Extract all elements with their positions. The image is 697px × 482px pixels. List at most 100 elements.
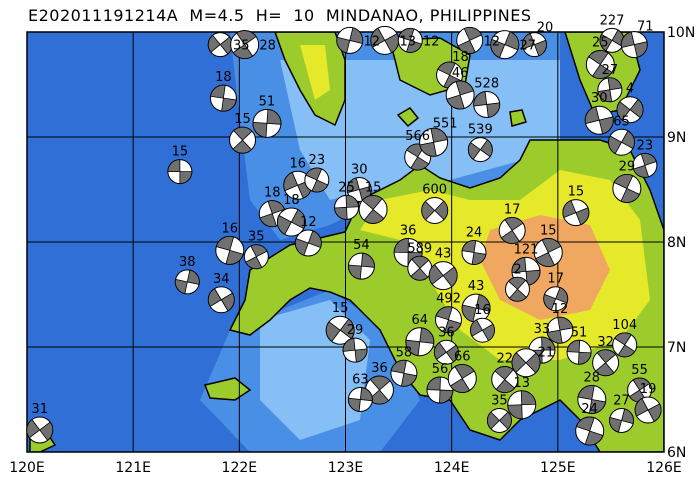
beachball[interactable] (456, 26, 484, 54)
beachball[interactable] (421, 197, 449, 224)
compressional-quadrant (599, 33, 613, 52)
compressional-quadrant (608, 135, 623, 155)
beachball[interactable] (504, 276, 530, 302)
compressional-quadrant (555, 286, 569, 304)
beachball[interactable] (592, 349, 620, 377)
compressional-quadrant (369, 375, 391, 391)
compressional-quadrant (430, 127, 448, 143)
depth-label: 600 (422, 183, 447, 198)
beachball[interactable] (616, 96, 644, 124)
beachball[interactable] (347, 387, 373, 412)
compressional-quadrant (614, 332, 632, 346)
beachball[interactable] (334, 194, 360, 220)
beachball[interactable] (575, 416, 605, 446)
compressional-quadrant (207, 34, 221, 53)
beachball[interactable] (597, 77, 623, 103)
beachball[interactable] (608, 128, 636, 156)
depth-label: 227 (600, 13, 625, 28)
compressional-quadrant (508, 276, 527, 290)
beachball[interactable] (397, 27, 423, 53)
beachball[interactable] (419, 127, 449, 157)
compressional-quadrant (349, 27, 364, 45)
beachball[interactable] (405, 327, 435, 357)
compressional-quadrant (411, 255, 430, 269)
lon-label: 123E (328, 460, 364, 476)
beachball[interactable] (336, 26, 364, 54)
beachball[interactable] (167, 159, 193, 185)
compressional-quadrant (167, 159, 181, 173)
depth-label: 21 (538, 345, 555, 360)
beachball[interactable] (304, 167, 330, 193)
beachball[interactable] (461, 293, 491, 323)
beachball[interactable] (342, 337, 368, 363)
compressional-quadrant (434, 200, 449, 221)
beachball[interactable] (207, 32, 233, 58)
compressional-quadrant (577, 385, 595, 400)
depth-label: 32 (597, 335, 614, 350)
beachball[interactable] (370, 25, 400, 55)
beachball[interactable] (243, 244, 269, 270)
beachball[interactable] (207, 286, 235, 314)
beachball[interactable] (347, 252, 375, 280)
beachball[interactable] (585, 50, 615, 80)
beachball[interactable] (473, 90, 501, 118)
beachball[interactable] (562, 199, 590, 227)
beachball[interactable] (546, 316, 574, 344)
beachball[interactable] (634, 396, 662, 424)
beachball[interactable] (584, 105, 614, 135)
beachball[interactable] (511, 348, 541, 378)
beachball[interactable] (469, 317, 495, 343)
compressional-quadrant (266, 108, 282, 125)
beachball[interactable] (358, 194, 388, 224)
beachball[interactable] (390, 359, 418, 387)
beachball[interactable] (612, 332, 638, 358)
beachball[interactable] (447, 364, 477, 393)
beachball[interactable] (467, 137, 493, 163)
beachball[interactable] (426, 376, 454, 404)
beachball[interactable] (294, 229, 322, 257)
compressional-quadrant (463, 27, 483, 41)
beachball[interactable] (229, 126, 257, 154)
compressional-quadrant (607, 77, 623, 91)
beachball[interactable] (174, 269, 200, 295)
beachball[interactable] (620, 31, 648, 59)
beachball[interactable] (533, 238, 563, 267)
compressional-quadrant (498, 411, 512, 430)
beachball[interactable] (26, 416, 54, 444)
beachball[interactable] (434, 306, 462, 334)
beachball[interactable] (543, 286, 569, 312)
beachball[interactable] (215, 235, 245, 265)
beachball[interactable] (609, 408, 635, 433)
compressional-quadrant (495, 378, 516, 393)
depth-label: 25 (592, 36, 609, 51)
beachball[interactable] (252, 108, 282, 138)
beachball[interactable] (325, 315, 355, 345)
compressional-quadrant (393, 238, 409, 253)
beachball[interactable] (209, 84, 237, 112)
camiguin-island (509, 109, 527, 127)
beachball[interactable] (577, 385, 607, 414)
beachball[interactable] (490, 30, 520, 60)
beachball[interactable] (507, 390, 537, 420)
beachball[interactable] (599, 27, 625, 53)
beachball[interactable] (407, 255, 433, 281)
beachball[interactable] (632, 152, 658, 178)
beachball[interactable] (612, 173, 642, 203)
beachball[interactable] (521, 32, 547, 58)
beachball[interactable] (433, 339, 459, 365)
beachball[interactable] (491, 366, 519, 394)
beachball[interactable] (436, 61, 464, 89)
beachball[interactable] (230, 30, 260, 60)
compressional-quadrant (546, 329, 563, 344)
compressional-quadrant (428, 264, 444, 285)
compressional-quadrant (419, 327, 435, 344)
beachball[interactable] (276, 207, 306, 237)
beachball[interactable] (486, 408, 512, 433)
beachball[interactable] (428, 261, 458, 291)
beachball[interactable] (566, 339, 592, 365)
beachball[interactable] (445, 80, 475, 110)
beachball[interactable] (461, 240, 487, 265)
lon-label: 120E (9, 460, 45, 476)
beachball[interactable] (498, 216, 526, 244)
map-title: E202011191214A M=4.5 H= 10 MINDANAO, PHI… (28, 6, 532, 25)
